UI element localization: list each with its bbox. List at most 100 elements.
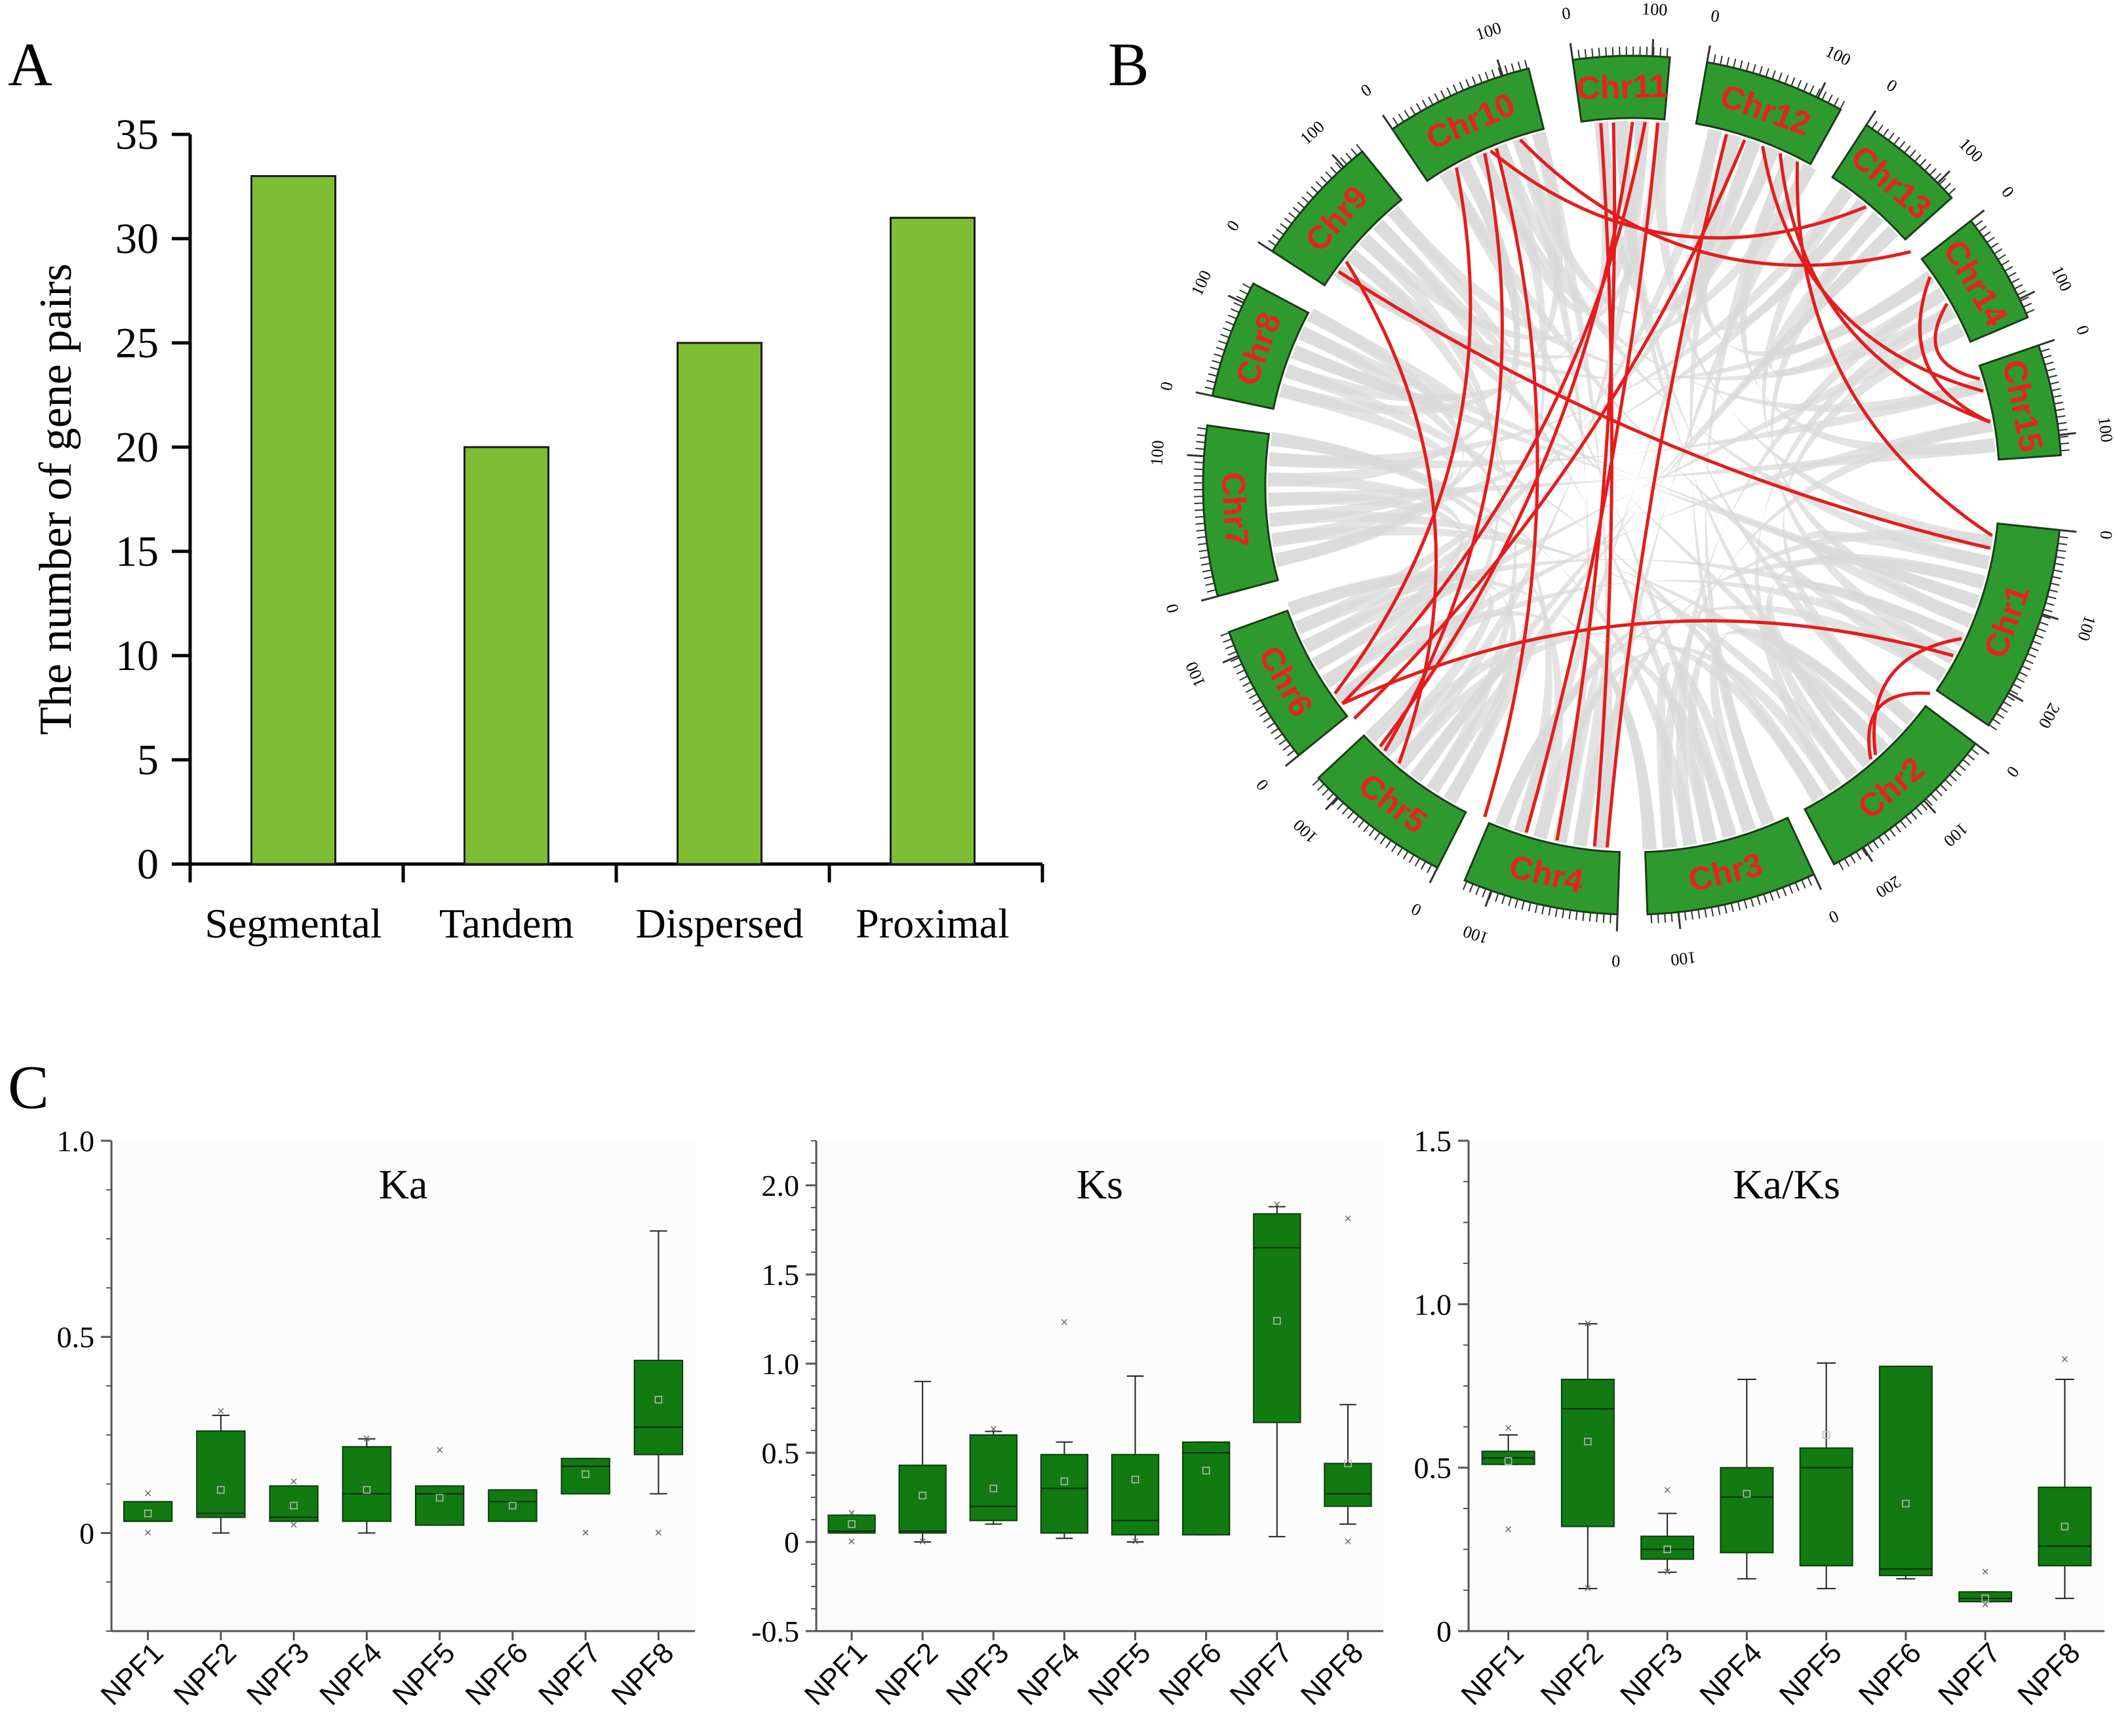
x-tick-label: NPF8	[1295, 1636, 1370, 1711]
box-iqr	[1111, 1453, 1160, 1536]
box-iqr	[269, 1485, 319, 1522]
minor-tick	[2041, 615, 2051, 620]
x-tick-label: NPF8	[2011, 1636, 2086, 1711]
minor-tick	[1666, 48, 1669, 58]
outlier-marker: ×	[1981, 1598, 1989, 1612]
mean-marker	[290, 1501, 298, 1510]
minor-tick	[1872, 840, 1879, 849]
minor-tick	[1650, 914, 1653, 924]
minor-tick	[1719, 55, 1723, 66]
minor-tick	[1939, 783, 1948, 792]
minor-tick	[1904, 145, 1911, 153]
box-npf7: ×	[561, 1457, 610, 1540]
box-iqr	[1799, 1447, 1853, 1567]
minor-tick	[2057, 549, 2066, 553]
minor-tick	[1402, 850, 1409, 859]
minor-tick	[2007, 271, 2017, 278]
red-link	[1483, 148, 1539, 818]
minor-tick	[1827, 94, 1833, 104]
minor-tick	[1894, 824, 1901, 833]
minor-tick	[2014, 284, 2023, 290]
box-npf2: ××	[1560, 1316, 1615, 1596]
minor-tick	[1396, 847, 1403, 856]
minor-tick	[1491, 69, 1495, 79]
y-tick-label: 1.0	[57, 1124, 95, 1158]
outlier-marker: ×	[1584, 1316, 1592, 1331]
minor-tick	[2024, 659, 2034, 665]
boxplot-ka-ks: 00.51.01.5Ka/Ks××NPF1××NPF2××NPF3 NPF4 NPF…	[1414, 1124, 2105, 1712]
scale-label: 100	[1642, 0, 1668, 20]
scale-label: 0	[1560, 3, 1571, 24]
circos-plot: 0100200Chr10100200Chr20100Chr30100Chr401…	[1147, 0, 2115, 971]
minor-tick	[1223, 327, 1232, 332]
chromosome-block	[1227, 609, 1349, 757]
minor-tick	[1195, 523, 1205, 525]
minor-tick	[1855, 851, 1862, 860]
major-tick	[2007, 692, 2024, 703]
box-npf3: ××	[269, 1475, 319, 1532]
minor-tick	[1276, 228, 1284, 235]
box-iqr	[1040, 1453, 1089, 1534]
minor-tick	[1584, 49, 1587, 58]
x-tick-label: NPF1	[799, 1636, 873, 1711]
minor-tick	[1971, 748, 1979, 755]
major-tick	[1651, 39, 1655, 56]
minor-tick	[1195, 509, 1204, 511]
major-tick	[2059, 432, 2076, 437]
minor-tick	[1697, 909, 1701, 919]
boxplot-ka: 00.51.0Ka××NPF1×NPF2××NPF3×NPF4×NPF5NPF6…	[57, 1124, 695, 1712]
box-iqr	[1560, 1379, 1615, 1528]
major-tick	[1706, 45, 1711, 63]
minor-tick	[2055, 556, 2065, 559]
minor-tick	[1796, 79, 1802, 89]
minor-tick	[1511, 63, 1515, 73]
mean-marker	[1981, 1594, 1989, 1602]
scale-label: 100	[1823, 41, 1854, 69]
major-tick	[1862, 846, 1874, 863]
minor-tick	[1659, 47, 1662, 57]
minor-tick	[1231, 308, 1240, 313]
minor-tick	[1992, 718, 2001, 725]
mean-marker	[1060, 1477, 1069, 1486]
chromosome-block	[1644, 816, 1815, 916]
major-tick	[1200, 595, 1218, 602]
minor-tick	[1217, 340, 1227, 345]
minor-tick	[1206, 380, 1216, 384]
minor-tick	[2032, 640, 2042, 645]
minor-tick	[1385, 840, 1392, 848]
minor-tick	[1288, 212, 1297, 219]
red-links	[1334, 121, 1993, 848]
minor-tick	[1712, 54, 1716, 64]
minor-tick	[1363, 823, 1370, 833]
minor-tick	[1910, 812, 1918, 820]
minor-tick	[1756, 896, 1761, 905]
minor-tick	[1978, 226, 1987, 232]
scale-label: 100	[2047, 263, 2076, 294]
major-tick	[2019, 290, 2036, 300]
minor-tick	[1391, 843, 1398, 852]
minor-tick	[1501, 895, 1506, 905]
minor-tick	[2055, 408, 2065, 412]
x-tick-label: NPF5	[1082, 1636, 1156, 1711]
scale-label: 100	[1670, 948, 1697, 970]
outlier-marker: ×	[1273, 1198, 1281, 1212]
minor-tick	[2059, 442, 2070, 445]
chromosome-block	[1463, 821, 1621, 916]
minor-tick	[1724, 904, 1728, 914]
chromosome-block	[1202, 424, 1279, 598]
minor-tick	[2046, 368, 2056, 372]
minor-tick	[1988, 724, 1997, 730]
minor-tick	[1943, 182, 1951, 190]
minor-tick	[1882, 128, 1889, 137]
box-iqr	[1720, 1467, 1774, 1554]
minor-tick	[1268, 240, 1276, 247]
x-tick-label: NPF7	[1932, 1636, 2007, 1711]
outlier-marker: ×	[290, 1518, 298, 1532]
minor-tick	[1427, 864, 1433, 873]
panel-label-a: A	[8, 31, 52, 99]
outlier-marker: ×	[1505, 1522, 1512, 1537]
box-npf8: ××	[1324, 1212, 1372, 1549]
chromosome-block	[1271, 149, 1403, 287]
